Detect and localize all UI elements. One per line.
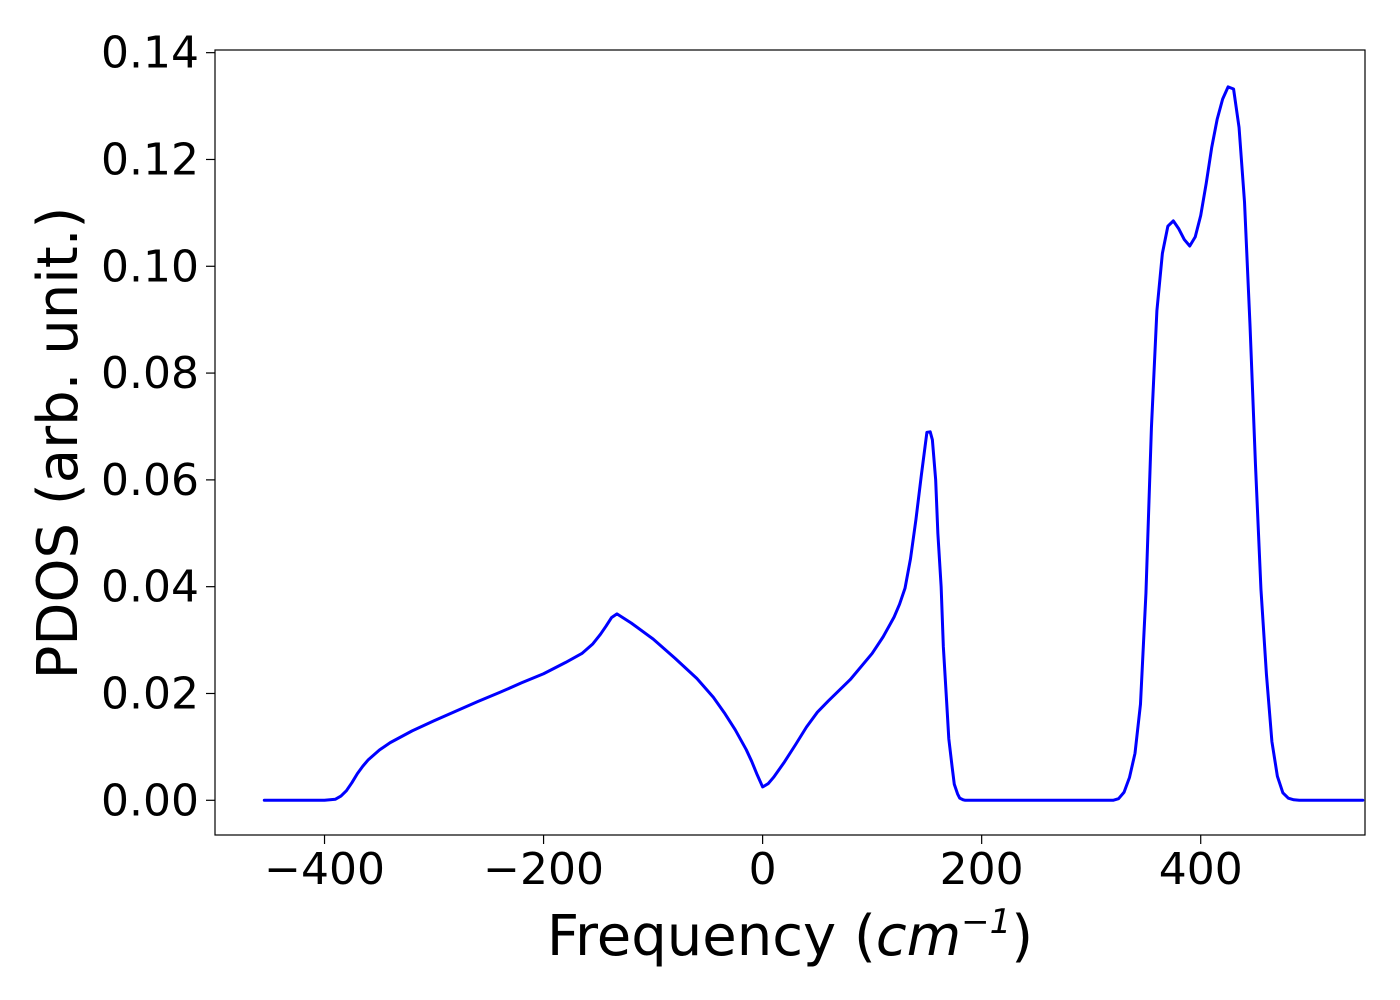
x-axis-unit-exponent: −1 <box>961 902 1011 942</box>
x-axis-unit: cm <box>876 904 961 969</box>
y-tick-label: 0.06 <box>101 455 199 506</box>
x-tick-label: 200 <box>940 844 1024 895</box>
y-tick-label: 0.02 <box>101 668 199 719</box>
y-tick-label: 0.14 <box>101 28 199 79</box>
x-axis-title: Frequency (cm−1) <box>547 902 1033 969</box>
x-tick-label: 400 <box>1159 844 1243 895</box>
axis-ticks: −400 −200 0 200 400 0.00 0.02 0.04 0.06 0.08 0.10 0… <box>101 28 1243 895</box>
x-axis-label: Frequency <box>547 904 836 969</box>
x-tick-label: 0 <box>749 844 777 895</box>
pdos-series-line <box>262 85 1365 802</box>
y-tick-label: 0.10 <box>101 241 199 292</box>
x-tick-label: −400 <box>264 844 385 895</box>
plot-frame <box>214 49 1366 836</box>
y-tick-label: 0.08 <box>101 348 199 399</box>
y-tick-label: 0.00 <box>101 775 199 826</box>
y-tick-label: 0.04 <box>101 562 199 613</box>
plot-area <box>214 49 1366 836</box>
y-axis-title: PDOS (arb. unit.) <box>26 207 91 680</box>
y-tick-label: 0.12 <box>101 134 199 185</box>
x-tick-label: −200 <box>483 844 604 895</box>
